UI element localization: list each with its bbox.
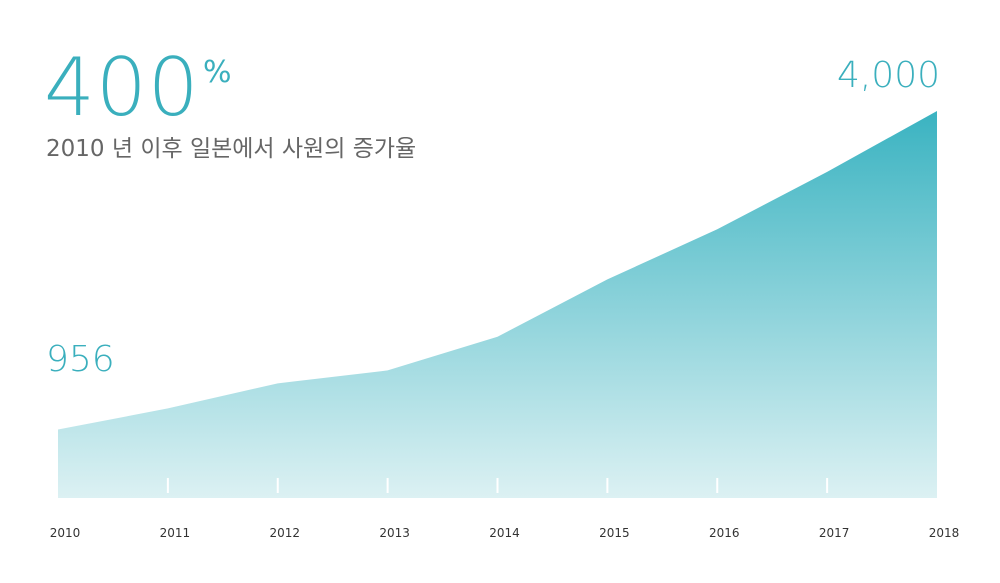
chart-subtitle: 2010 년 이후 일본에서 사원의 증가율 — [46, 136, 417, 162]
end-value-label: 4,000 — [836, 55, 940, 96]
x-tick-label: 2012 — [269, 526, 300, 540]
x-axis-labels: 2010 2011 2012 2013 2014 2015 2016 2017 2018 — [50, 526, 960, 540]
x-tick-label: 2010 — [50, 526, 81, 540]
headline-value: 400 — [44, 41, 200, 134]
x-tick-label: 2013 — [379, 526, 410, 540]
x-tick-label: 2016 — [709, 526, 740, 540]
area-series — [58, 111, 937, 498]
x-tick-label: 2018 — [929, 526, 960, 540]
x-tick-label: 2015 — [599, 526, 630, 540]
start-value-label: 956 — [46, 339, 115, 380]
tick-layer — [166, 478, 829, 493]
headline-unit: % — [203, 55, 232, 90]
x-tick-label: 2014 — [489, 526, 520, 540]
x-tick-label: 2017 — [819, 526, 850, 540]
x-tick-label: 2011 — [160, 526, 191, 540]
area-layer — [58, 111, 937, 498]
